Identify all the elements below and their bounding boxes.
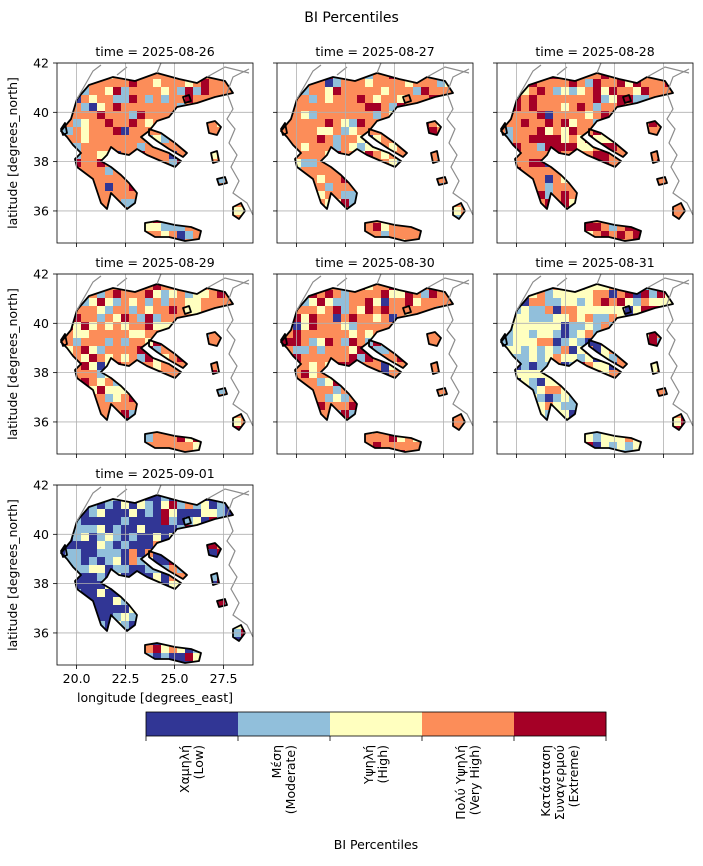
colorbar-class-label: (High) xyxy=(375,745,390,783)
y-tick-label: 42 xyxy=(33,56,49,71)
colorbar-swatch xyxy=(422,712,515,736)
risk-heatmap xyxy=(61,284,245,452)
axes-frame xyxy=(56,273,254,455)
panel-title: time = 2025-08-29 xyxy=(95,255,214,270)
panel-title: time = 2025-08-26 xyxy=(95,44,214,59)
map-panel: time = 2025-09-01 36 38 40 42 latitude [degre… xyxy=(5,466,254,705)
axes-frame xyxy=(56,62,254,244)
y-tick-label: 40 xyxy=(33,316,49,331)
panel-title: time = 2025-08-31 xyxy=(535,255,654,270)
colorbar-swatch xyxy=(330,712,423,736)
risk-heatmap xyxy=(61,495,245,663)
risk-heatmap xyxy=(61,73,245,241)
risk-heatmap xyxy=(281,73,465,241)
colorbar-class-label: (Very High) xyxy=(467,745,482,815)
map-panel: time = 2025-08-31 xyxy=(493,255,694,458)
y-tick-label: 40 xyxy=(33,527,49,542)
y-tick-label: 42 xyxy=(33,267,49,282)
map-panel: time = 2025-08-26 36 38 40 42 latitude [degre… xyxy=(5,44,254,247)
axes-frame xyxy=(496,62,694,244)
panel-title: time = 2025-08-27 xyxy=(315,44,434,59)
y-tick-label: 38 xyxy=(33,154,49,169)
axes-frame xyxy=(276,62,474,244)
colorbar-class-label: Πολύ Υψηλή xyxy=(453,745,468,820)
figure-title: BI Percentiles xyxy=(304,10,399,26)
colorbar-class-label: Κατάσταση xyxy=(538,745,553,817)
colorbar-class-label: (Extreme) xyxy=(566,745,581,807)
y-tick-label: 42 xyxy=(33,478,49,493)
x-axis-label: longitude [degrees_east] xyxy=(77,690,233,705)
risk-heatmap xyxy=(281,284,465,452)
colorbar-class-label: Χαμηλή xyxy=(177,745,192,793)
y-tick-label: 36 xyxy=(33,203,49,218)
map-panel: time = 2025-08-29 36 38 40 42 latitude [degre… xyxy=(5,255,254,458)
colorbar-class-label: Μέση xyxy=(269,745,284,778)
colorbar-class-label: Συναγερμού xyxy=(552,745,567,820)
y-tick-label: 38 xyxy=(33,365,49,380)
axes-frame xyxy=(56,484,254,666)
axes-frame xyxy=(276,273,474,455)
colorbar-swatch xyxy=(238,712,331,736)
colorbar: Χαμηλή (Low) Μέση (Moderate) Υψηλή (High) Πολύ… xyxy=(145,711,607,852)
risk-heatmap xyxy=(501,73,685,241)
colorbar-class-label: Υψηλή xyxy=(361,745,376,785)
colorbar-class-label: (Moderate) xyxy=(283,745,298,814)
panel-title: time = 2025-08-30 xyxy=(315,255,434,270)
y-tick-label: 40 xyxy=(33,105,49,120)
colorbar-label: BI Percentiles xyxy=(334,837,418,852)
colorbar-class-label: (Low) xyxy=(191,745,206,779)
x-tick-label: 20.0 xyxy=(63,671,91,686)
y-axis-label: latitude [degrees_north] xyxy=(5,288,20,440)
x-tick-label: 25.0 xyxy=(161,671,189,686)
panel-title: time = 2025-08-28 xyxy=(535,44,654,59)
y-axis-label: latitude [degrees_north] xyxy=(5,499,20,651)
axes-frame xyxy=(496,273,694,455)
map-panel: time = 2025-08-28 xyxy=(493,44,694,247)
map-panel: time = 2025-08-27 xyxy=(273,44,474,247)
colorbar-swatch xyxy=(146,712,239,736)
panel-title: time = 2025-09-01 xyxy=(95,466,214,481)
y-tick-label: 36 xyxy=(33,625,49,640)
colorbar-swatch xyxy=(514,712,607,736)
x-tick-label: 27.5 xyxy=(210,671,238,686)
risk-heatmap xyxy=(501,284,685,452)
colorbar-frame xyxy=(145,711,607,737)
y-axis-label: latitude [degrees_north] xyxy=(5,77,20,229)
x-tick-label: 22.5 xyxy=(112,671,140,686)
y-tick-label: 38 xyxy=(33,576,49,591)
panels-layer: time = 2025-08-26 36 38 40 42 latitude [degre… xyxy=(5,44,694,705)
map-panel: time = 2025-08-30 xyxy=(273,255,474,458)
y-tick-label: 36 xyxy=(33,414,49,429)
